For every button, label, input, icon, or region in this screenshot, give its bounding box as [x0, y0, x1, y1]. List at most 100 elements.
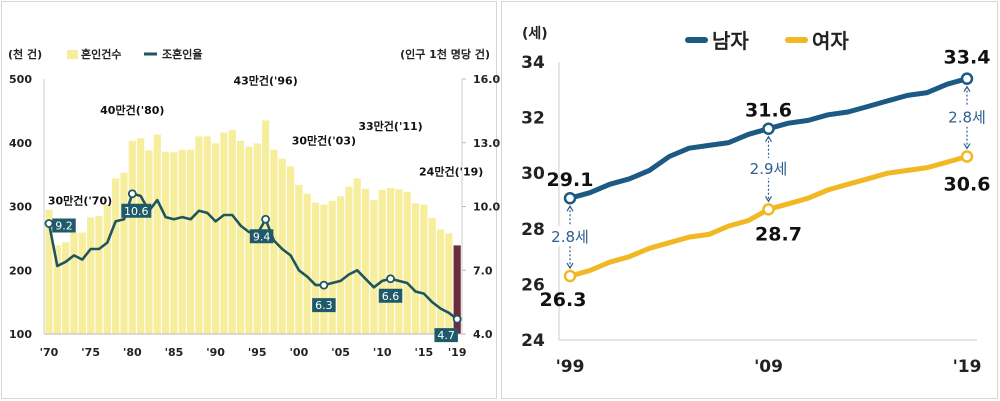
legend-rate: 조혼인율 — [162, 47, 202, 61]
bar-annotation: 30만건('03) — [292, 134, 356, 148]
left-axis-unit: (천 건) — [8, 47, 42, 61]
legend-marriages: 혼인건수 — [81, 47, 121, 61]
bar-2005 — [336, 196, 345, 334]
bar-1996 — [261, 120, 270, 334]
bar-2017 — [436, 229, 445, 334]
age-axis-unit: (세) — [522, 26, 548, 42]
bar-1983 — [153, 134, 161, 334]
rate-label: 9.4 — [253, 230, 271, 243]
rate-marker-1996 — [261, 214, 270, 224]
x-tick-label: '70 — [40, 346, 59, 359]
marriage-chart: (천 건) (인구 1천 명당 건) 혼인건수 조혼인율 500 400 300 20… — [8, 47, 500, 359]
bar-annotation: 40만건('80) — [100, 103, 164, 117]
women-value-label: 30.6 — [944, 174, 991, 196]
bar-2003 — [320, 204, 328, 334]
gap-arrow-down-icon — [566, 262, 574, 270]
men-marker-2019 — [960, 72, 974, 85]
bar-1999 — [286, 166, 295, 334]
age-y-tick-label: 24 — [521, 331, 545, 351]
left-tick-label: 100 — [9, 328, 32, 341]
legend-men: 남자 — [712, 29, 749, 53]
gap-arrow-down-icon — [963, 143, 971, 150]
x-tick-label: '85 — [165, 346, 184, 359]
bar-1972 — [62, 242, 70, 334]
rate-label-box — [312, 298, 336, 313]
gap-label-bg — [943, 106, 991, 127]
bar-1992 — [228, 130, 236, 334]
bar-1998 — [278, 158, 286, 334]
women-marker-2019 — [960, 150, 974, 163]
x-tick-label: '00 — [290, 346, 309, 359]
right-panel-border — [501, 1, 998, 399]
women-value-label: 28.7 — [755, 223, 802, 245]
x-tick-label: '19 — [448, 346, 467, 359]
bar-1990 — [212, 143, 220, 334]
x-tick-label: '75 — [81, 346, 100, 359]
bar-2011 — [386, 188, 395, 334]
men-marker-2009 — [762, 122, 775, 135]
x-tick-label: '80 — [123, 346, 142, 359]
rate-label: 6.6 — [382, 290, 400, 303]
age-y-tick-label: 26 — [521, 275, 545, 295]
gap-label: 2.8세 — [551, 228, 589, 246]
right-tick-label: 7.0 — [473, 264, 493, 277]
bar-annotation: 30만건('70) — [48, 194, 112, 208]
bar-2016 — [428, 217, 436, 334]
age-x-tick-label: '09 — [754, 357, 783, 377]
women-marker-2009 — [762, 203, 775, 216]
bar-2000 — [295, 184, 303, 334]
gap-arrow-up-icon — [963, 85, 971, 92]
bar-1984 — [162, 151, 170, 334]
bar-2018 — [445, 233, 453, 334]
rate-label: 4.7 — [437, 329, 455, 342]
bar-1978 — [112, 178, 120, 334]
age-y-tick-label: 28 — [521, 220, 545, 240]
legend-bar-swatch — [67, 50, 78, 59]
bar-1991 — [220, 132, 228, 334]
bar-1980 — [128, 140, 136, 334]
bar-1975 — [87, 217, 95, 334]
x-tick-label: '95 — [248, 346, 267, 359]
bar-1985 — [170, 152, 178, 334]
bar-2002 — [311, 202, 320, 334]
left-tick-label: 300 — [9, 201, 32, 214]
age-y-tick-label: 30 — [521, 164, 545, 184]
bar-1993 — [236, 140, 245, 334]
rate-label-box — [249, 229, 274, 244]
rate-marker-1980 — [127, 189, 137, 199]
age-x-tick-label: '19 — [953, 357, 982, 377]
rate-label: 6.3 — [315, 299, 333, 312]
rate-marker-2019 — [452, 314, 462, 324]
rate-marker-2011 — [386, 274, 395, 284]
bar-1982 — [145, 150, 153, 334]
men-marker-1999 — [563, 191, 577, 205]
bar-2015 — [420, 204, 428, 334]
bar-annotation: 24만건('19) — [419, 164, 483, 178]
left-tick-label: 500 — [9, 73, 32, 86]
bar-1979 — [120, 172, 128, 334]
men-value-label: 33.4 — [944, 47, 991, 69]
bar-2004 — [328, 200, 336, 334]
gap-label-bg — [744, 158, 793, 179]
x-tick-label: '15 — [415, 346, 434, 359]
women-value-label: 26.3 — [540, 289, 587, 311]
bar-1974 — [78, 232, 86, 334]
gap-label: 2.8세 — [948, 109, 986, 127]
women-marker-1999 — [563, 269, 577, 283]
right-tick-label: 16.0 — [473, 73, 500, 86]
bar-2010 — [378, 189, 386, 334]
men-value-label: 29.1 — [547, 169, 594, 191]
left-tick-label: 200 — [9, 264, 32, 277]
bar-1989 — [203, 136, 211, 334]
bar-1970 — [45, 209, 53, 334]
gap-arrow-up-icon — [566, 205, 574, 212]
bar-2013 — [403, 191, 411, 334]
age-x-tick-label: '99 — [556, 357, 585, 377]
age-chart: (세) 남자 여자 34 32 30 28 26 24 '99 '09 '19 29.1 31.6 3… — [521, 26, 991, 377]
rate-label-box — [434, 328, 458, 343]
bar-1987 — [187, 149, 195, 334]
bar-2014 — [411, 203, 420, 334]
rate-label-box — [52, 218, 76, 233]
bar-1977 — [103, 204, 111, 334]
